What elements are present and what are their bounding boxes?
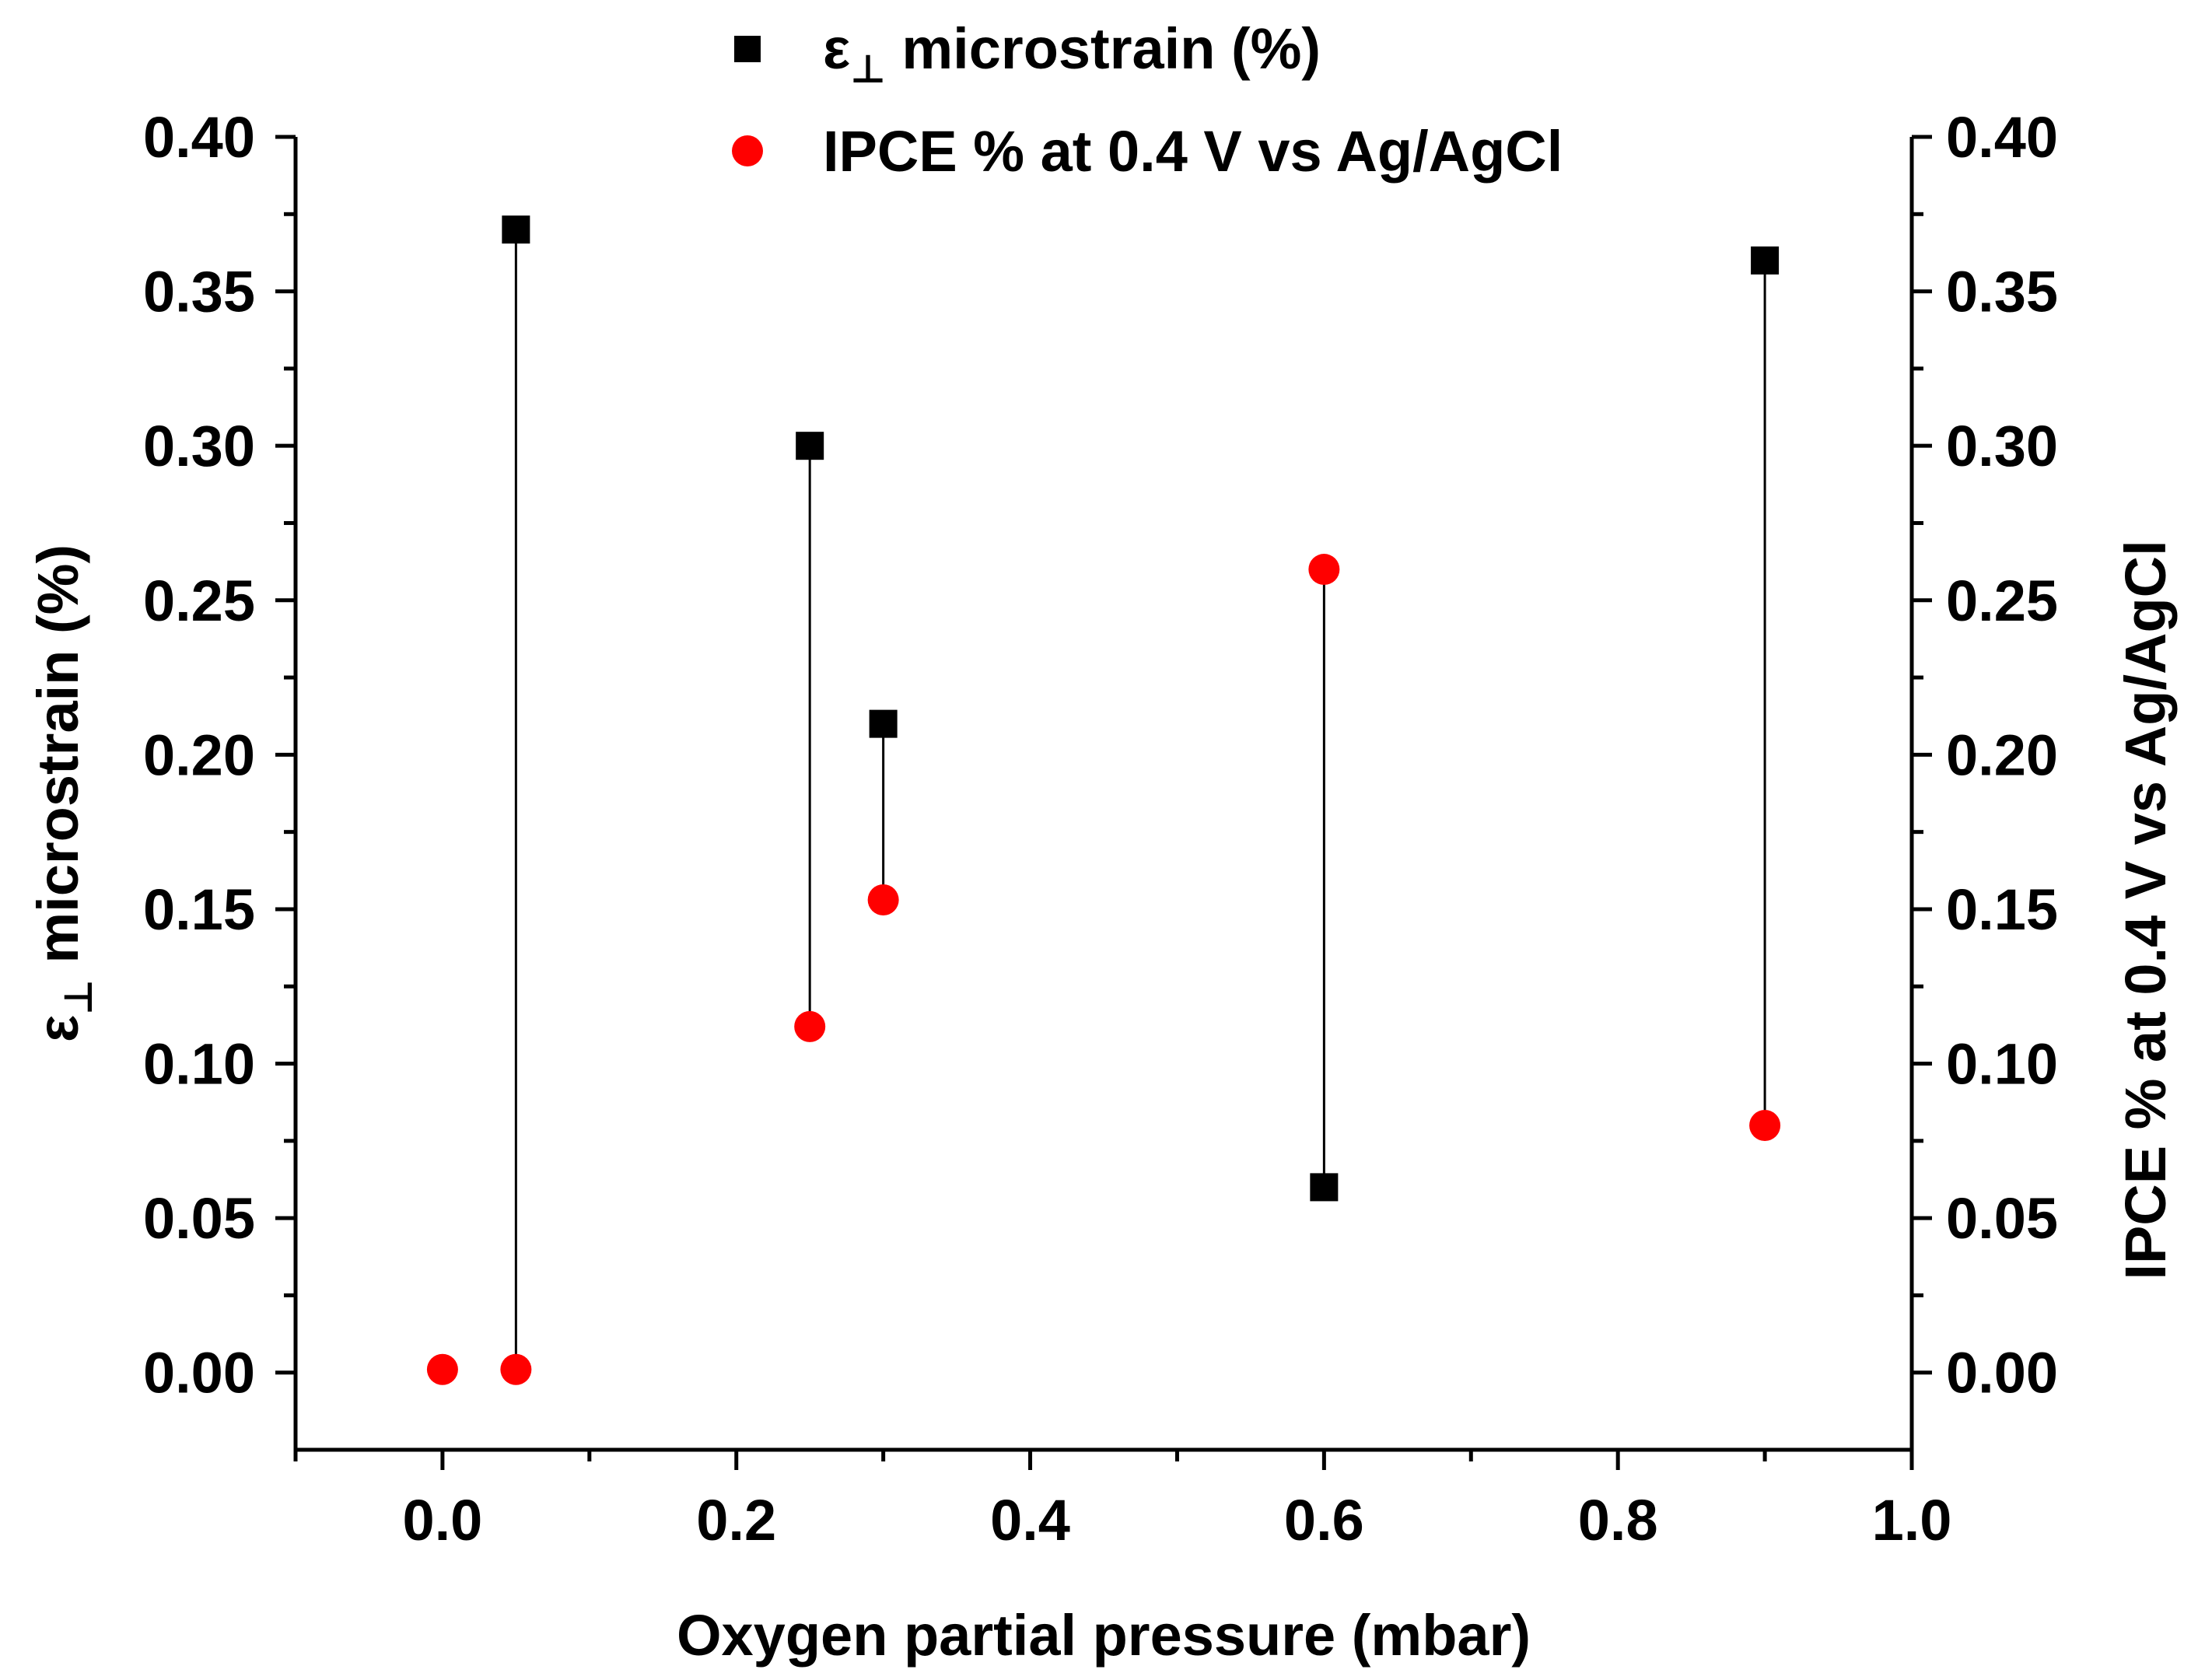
y-right-tick-label: 0.30	[1946, 414, 2058, 478]
y-right-tick-label: 0.15	[1946, 877, 2058, 942]
x-tick-label: 1.0	[1872, 1488, 1952, 1552]
y-right-ticks: 0.00 0.05 0.10 0.15 0.20 0.25 0.30 0.35 0.40	[1912, 105, 2058, 1405]
legend-label-microstrain-subscript: ⊥	[850, 47, 886, 91]
data-points	[426, 215, 1781, 1385]
x-tick-label: 0.0	[402, 1488, 482, 1552]
y-left-tick-label: 0.10	[143, 1032, 255, 1097]
y-left-ticks: 0.00 0.05 0.10 0.15 0.20 0.25 0.30 0.35 0.40	[143, 105, 296, 1405]
microstrain-point	[869, 709, 898, 738]
microstrain-point	[1310, 1173, 1339, 1202]
ipce-point	[1308, 554, 1340, 586]
y-left-tick-label: 0.40	[143, 105, 255, 170]
y-right-tick-label: 0.20	[1946, 723, 2058, 787]
microstrain-point	[1751, 246, 1780, 275]
y-left-tick-label: 0.25	[143, 569, 255, 633]
y-right-tick-label: 0.10	[1946, 1032, 2058, 1097]
y-left-tick-label: 0.15	[143, 877, 255, 942]
ipce-point	[500, 1353, 532, 1385]
x-tick-label: 0.2	[696, 1488, 776, 1552]
ipce-point	[1749, 1109, 1781, 1141]
x-ticks: 0.0 0.2 0.4 0.6 0.8 1.0	[293, 1450, 1952, 1552]
y-left-axis-title-symbol: ε	[26, 1015, 90, 1042]
y-right-tick-label: 0.25	[1946, 569, 2058, 633]
x-axis-title: Oxygen partial pressure (mbar)	[677, 1603, 1531, 1668]
y-right-tick-label: 0.40	[1946, 105, 2058, 170]
legend-label-ipce: IPCE % at 0.4 V vs Ag/AgCl	[823, 119, 1563, 184]
y-left-tick-label: 0.35	[143, 260, 255, 324]
legend-label-microstrain-rest: microstrain (%)	[886, 16, 1321, 81]
legend-label-microstrain: ε⊥ microstrain (%)	[823, 16, 1321, 91]
ipce-point	[867, 884, 899, 916]
y-right-tick-label: 0.05	[1946, 1186, 2058, 1251]
microstrain-point	[502, 215, 530, 244]
y-right-tick-label: 0.00	[1946, 1341, 2058, 1405]
microstrain-point	[796, 432, 824, 460]
y-right-axis-title: IPCE % at 0.4 V vs Ag/AgCl	[2113, 540, 2178, 1279]
y-right-tick-label: 0.35	[1946, 260, 2058, 324]
ipce-point	[426, 1353, 458, 1385]
x-tick-label: 0.8	[1578, 1488, 1658, 1552]
ipce-point	[794, 1010, 826, 1042]
y-left-tick-label: 0.30	[143, 414, 255, 478]
legend-label-microstrain-symbol: ε	[823, 16, 850, 81]
y-left-tick-label: 0.00	[143, 1341, 255, 1405]
y-left-tick-label: 0.20	[143, 723, 255, 787]
x-tick-label: 0.4	[990, 1488, 1070, 1552]
legend: ε⊥ microstrain (%) IPCE % at 0.4 V vs Ag…	[732, 16, 1563, 184]
x-tick-label: 0.6	[1284, 1488, 1364, 1552]
y-left-axis-title-rest: microstrain (%)	[26, 544, 90, 979]
y-left-axis-title-subscript: ⊥	[57, 979, 100, 1015]
y-left-axis-title: ε⊥ microstrain (%)	[26, 544, 100, 1042]
legend-circle-marker	[732, 135, 763, 166]
connectors	[514, 229, 1766, 1370]
legend-square-marker	[734, 36, 761, 62]
y-left-tick-label: 0.05	[143, 1186, 255, 1251]
